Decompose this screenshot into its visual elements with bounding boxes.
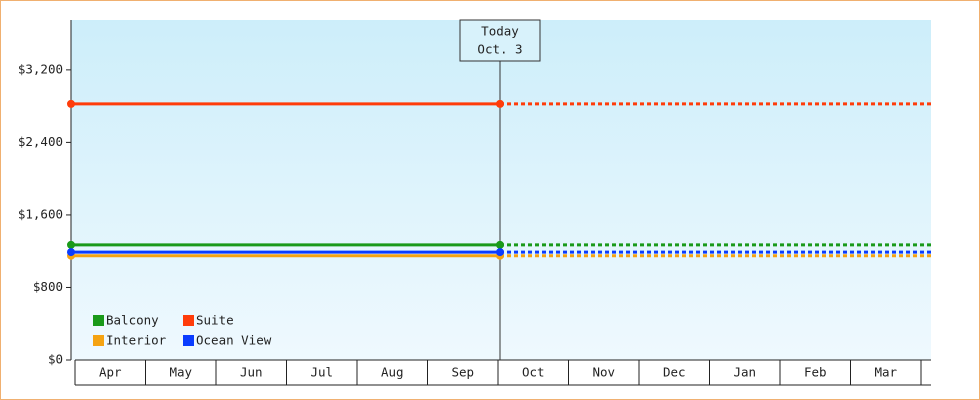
legend-label: Interior (106, 333, 167, 348)
legend-swatch (183, 335, 194, 346)
legend-swatch (183, 315, 194, 326)
y-tick-label: $800 (33, 279, 63, 294)
legend-label: Suite (196, 313, 234, 328)
price-point (67, 99, 75, 108)
x-tick-label: Mar (874, 365, 897, 380)
today-title: Today (481, 24, 519, 39)
price-point (67, 248, 75, 257)
x-tick-label: May (169, 365, 192, 380)
x-tick-label: Jan (733, 365, 756, 380)
legend-swatch (93, 335, 104, 346)
today-box (459, 19, 541, 62)
x-tick-label: Dec (663, 365, 686, 380)
price-point (496, 240, 504, 249)
x-tick-label: Nov (592, 365, 615, 380)
x-tick-label: Jun (240, 365, 263, 380)
x-tick-label: Jul (310, 365, 333, 380)
price-point (67, 240, 75, 249)
y-tick-label: $2,400 (18, 134, 63, 149)
x-tick-label: Feb (804, 365, 827, 380)
x-tick-label: Apr (99, 365, 122, 380)
y-tick-label: $1,600 (18, 206, 63, 221)
legend-label: Balcony (106, 313, 159, 328)
x-tick-label: Sep (451, 365, 474, 380)
price-point (496, 99, 504, 108)
legend-swatch (93, 315, 104, 326)
y-tick-label: $3,200 (18, 61, 63, 76)
legend-label: Ocean View (196, 333, 272, 348)
today-date: Oct. 3 (477, 42, 522, 57)
x-tick-label: Oct (522, 365, 545, 380)
price-point (496, 248, 504, 257)
plot-area (71, 20, 931, 360)
y-tick-label: $0 (48, 352, 63, 367)
x-tick-label: Aug (381, 365, 404, 380)
